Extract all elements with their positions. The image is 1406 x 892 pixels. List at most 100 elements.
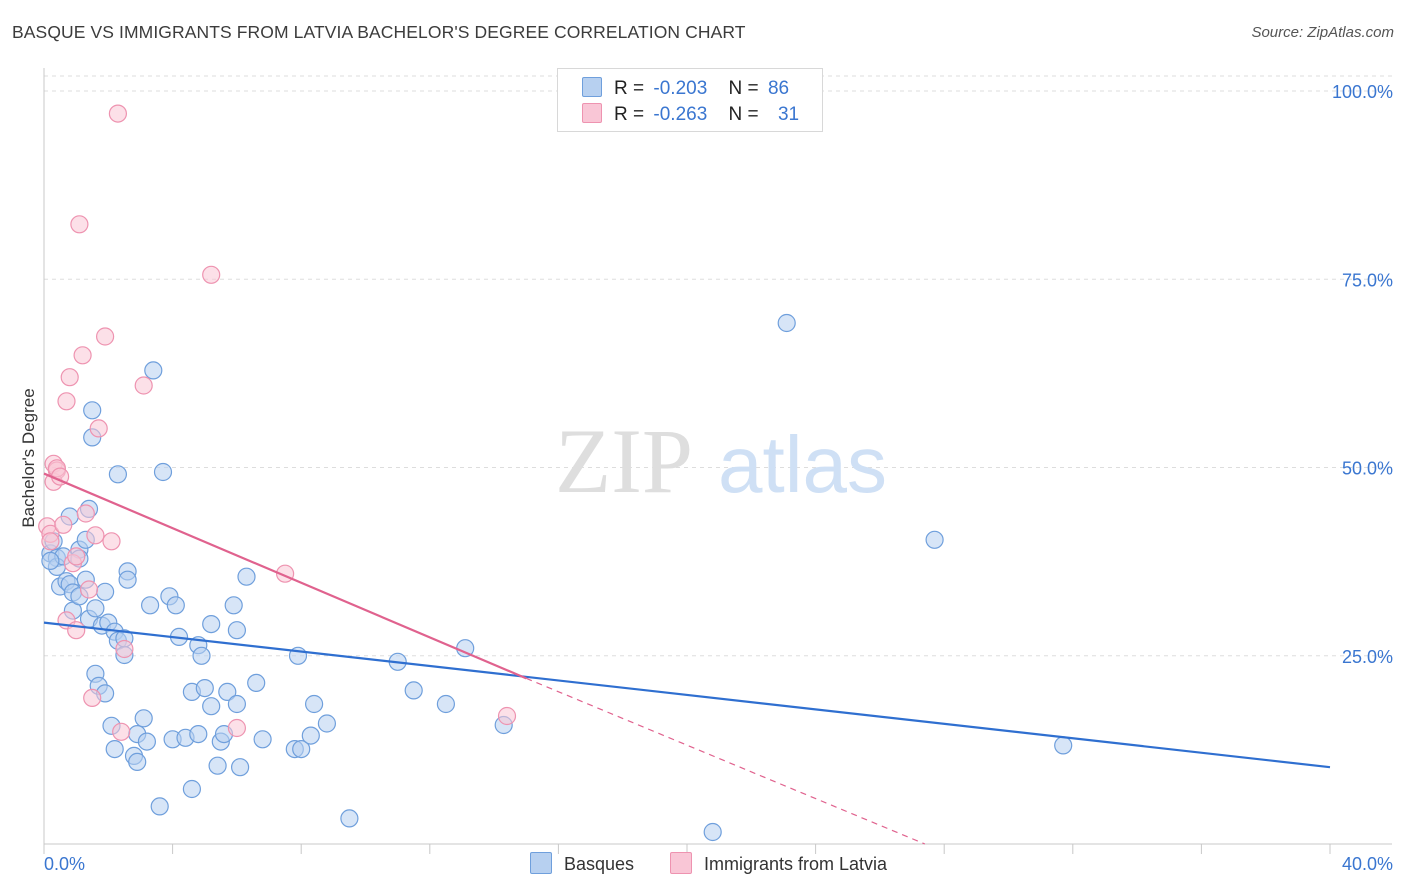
point-latvia — [202, 265, 221, 284]
legend-swatch-pink — [582, 103, 602, 123]
stats-legend-row-latvia: R = -0.263 N = 31 — [582, 103, 799, 125]
y-axis-label: Bachelor's Degree — [19, 388, 38, 527]
point-basques — [317, 714, 336, 733]
point-basques — [137, 732, 156, 751]
legend-item-latvia: Immigrants from Latvia — [670, 852, 887, 875]
point-latvia — [54, 515, 73, 534]
point-basques — [141, 596, 160, 615]
point-basques — [192, 646, 211, 665]
point-basques — [231, 758, 250, 777]
point-basques — [436, 694, 455, 714]
point-basques — [128, 752, 147, 772]
point-basques — [227, 621, 246, 640]
point-latvia — [70, 215, 89, 234]
tick-labels: 25.0% 50.0% 75.0% 100.0% 0.0% 40.0% — [44, 82, 1393, 874]
point-basques — [202, 614, 221, 634]
point-basques — [247, 673, 266, 693]
point-basques — [202, 697, 221, 716]
point-basques — [166, 596, 185, 615]
point-latvia — [108, 104, 128, 123]
point-basques — [182, 779, 201, 799]
point-latvia — [60, 368, 79, 387]
point-latvia — [79, 580, 99, 599]
legend-item-basques: Basques — [530, 852, 634, 875]
axes — [43, 68, 1392, 854]
trend-line-basques — [43, 621, 1331, 769]
n-value: 31 — [777, 104, 800, 125]
trend-line-latvia — [43, 472, 527, 680]
y-tick-label: 25.0% — [1342, 647, 1393, 667]
legend-label: Immigrants from Latvia — [704, 854, 888, 874]
point-basques — [189, 724, 208, 744]
stats-legend: R = -0.203 N = 86 R = -0.263 N = 31 — [557, 68, 823, 132]
point-latvia — [57, 392, 76, 411]
point-basques — [208, 756, 227, 775]
point-latvia — [76, 504, 95, 523]
point-latvia — [497, 706, 517, 726]
stats-legend-row-basques: R = -0.203 N = 86 — [582, 77, 789, 99]
point-basques — [153, 462, 173, 482]
chart-title: BASQUE VS IMMIGRANTS FROM LATVIA BACHELO… — [12, 22, 746, 42]
x-tick-label: 0.0% — [44, 854, 85, 874]
point-latvia — [95, 327, 115, 346]
point-basques — [777, 313, 796, 333]
point-latvia — [134, 376, 153, 395]
point-basques — [305, 694, 324, 714]
y-tick-label: 100.0% — [1332, 82, 1393, 102]
r-label: R = — [614, 104, 645, 125]
chart-source: Source: ZipAtlas.com — [1251, 24, 1394, 41]
n-label: N = — [728, 104, 759, 125]
data-points — [38, 104, 1073, 842]
r-value: -0.203 — [653, 78, 708, 99]
trend-line-latvia-extension — [526, 677, 926, 845]
point-latvia — [112, 722, 131, 741]
point-basques — [150, 797, 169, 816]
point-basques — [1054, 736, 1073, 755]
point-basques — [404, 681, 423, 700]
point-basques — [118, 570, 137, 589]
point-basques — [703, 822, 722, 842]
legend-label: Basques — [564, 854, 635, 874]
point-basques — [83, 401, 102, 420]
point-latvia — [67, 621, 86, 640]
point-basques — [195, 678, 214, 698]
point-latvia — [102, 532, 121, 551]
watermark-zip: ZIP — [555, 410, 693, 512]
point-basques — [301, 726, 320, 745]
point-basques — [108, 465, 128, 484]
r-value: -0.263 — [653, 104, 708, 125]
point-basques — [925, 530, 944, 549]
point-latvia — [89, 419, 108, 438]
point-basques — [218, 682, 237, 702]
y-tick-label: 50.0% — [1342, 459, 1393, 479]
x-tick-label: 40.0% — [1342, 854, 1393, 874]
y-tick-label: 75.0% — [1342, 270, 1393, 290]
point-basques — [134, 709, 153, 728]
legend-swatch-blue — [530, 852, 552, 874]
watermark-atlas: atlas — [718, 420, 887, 509]
point-basques — [237, 567, 256, 586]
point-basques — [86, 599, 105, 618]
point-latvia — [86, 526, 105, 545]
point-latvia — [73, 346, 92, 365]
point-latvia — [67, 547, 86, 566]
point-basques — [41, 551, 60, 571]
point-latvia — [227, 718, 246, 738]
point-basques — [227, 694, 246, 714]
trend-lines — [43, 472, 1331, 845]
point-basques — [224, 596, 243, 615]
n-value: 86 — [767, 78, 790, 99]
legend-swatch-pink — [670, 852, 692, 874]
point-basques — [144, 361, 163, 380]
point-basques — [95, 582, 115, 601]
point-basques — [292, 739, 311, 759]
point-latvia — [83, 688, 102, 708]
point-latvia — [115, 639, 134, 659]
n-label: N = — [728, 78, 759, 99]
legend-swatch-blue — [582, 77, 602, 97]
point-basques — [253, 730, 272, 749]
point-basques — [105, 739, 124, 759]
point-latvia — [41, 532, 60, 551]
r-label: R = — [614, 78, 645, 99]
